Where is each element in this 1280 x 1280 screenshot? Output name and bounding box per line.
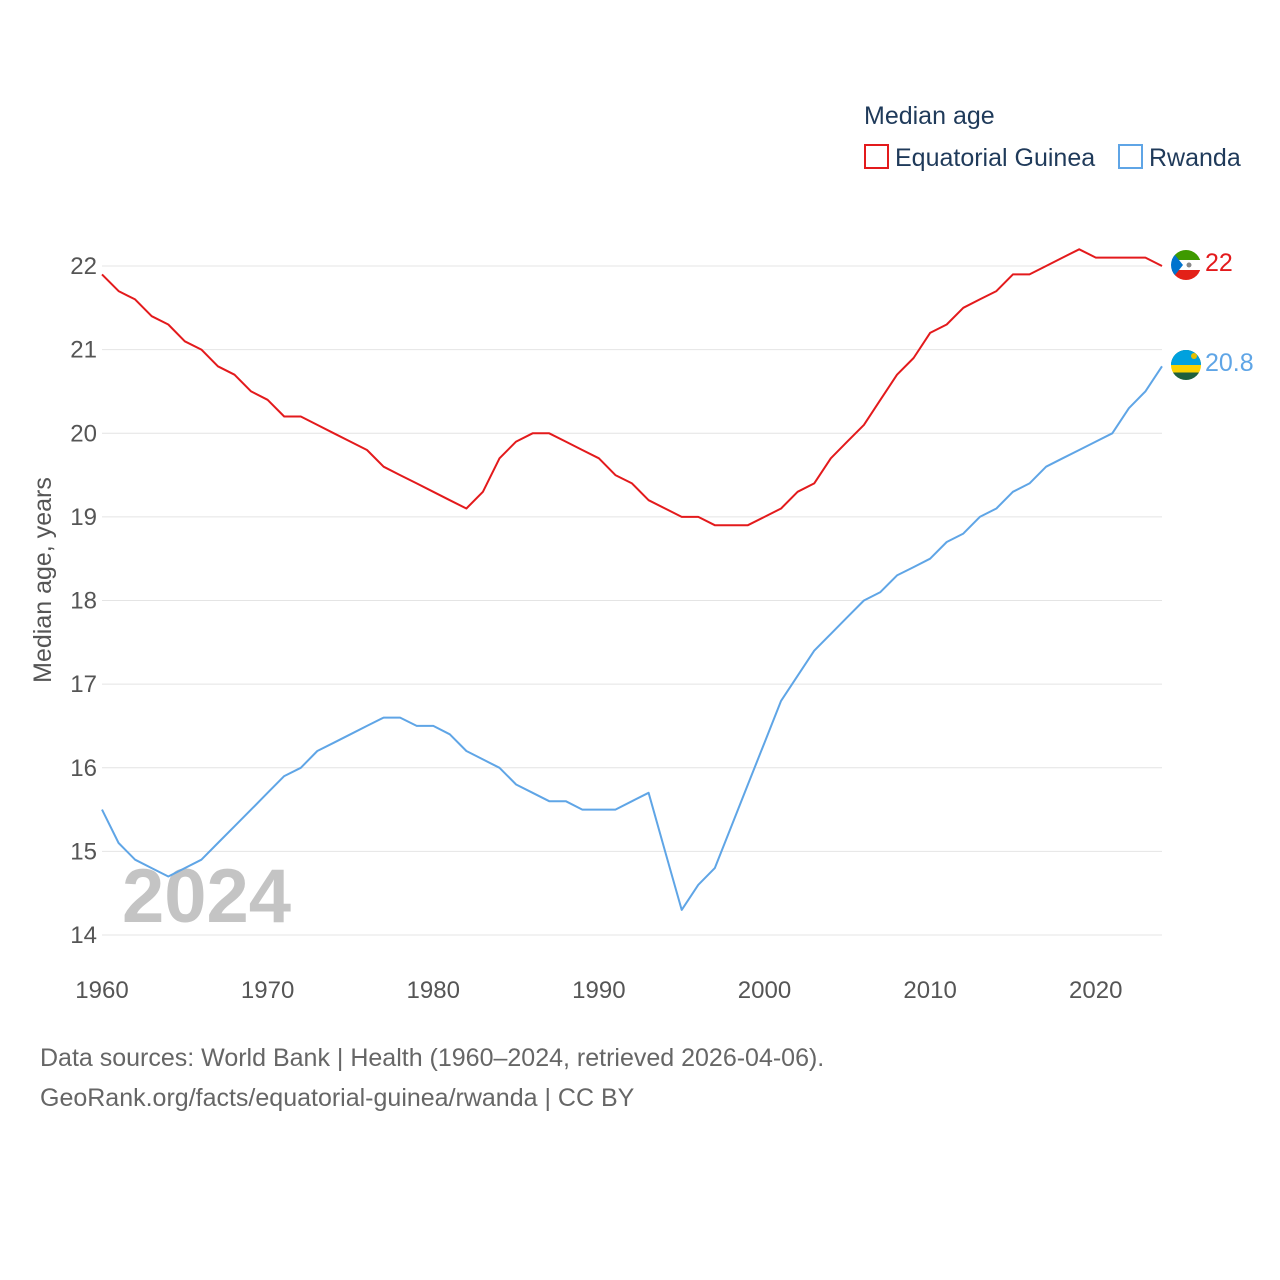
x-tick-label: 1980 xyxy=(407,977,460,1004)
legend-item-equatorial-guinea[interactable]: Equatorial Guinea xyxy=(864,144,1095,172)
y-tick-label: 17 xyxy=(70,671,97,698)
grid-lines xyxy=(102,265,1162,936)
x-tick-label: 1990 xyxy=(572,977,625,1004)
legend-label-rwanda: Rwanda xyxy=(1149,144,1241,172)
legend-swatch-equatorial-guinea xyxy=(864,144,889,169)
y-tick-label: 19 xyxy=(70,504,97,531)
y-tick-label: 14 xyxy=(70,922,97,949)
data-source-note: Data sources: World Bank | Health (1960–… xyxy=(40,1044,825,1072)
y-tick-label: 15 xyxy=(70,838,97,865)
x-tick-label: 2020 xyxy=(1069,977,1122,1004)
series-line-rwanda[interactable] xyxy=(101,365,1163,911)
x-axis-ticks: 1960 1970 1980 1990 2000 2010 2020 xyxy=(75,977,1122,1004)
equatorial-guinea-flag-icon xyxy=(1171,250,1201,280)
rwanda-flag-icon xyxy=(1171,350,1201,380)
legend-title: Median age xyxy=(864,102,995,130)
x-tick-label: 1960 xyxy=(75,977,128,1004)
y-tick-label: 20 xyxy=(70,420,97,447)
series-lines xyxy=(101,248,1163,911)
x-tick-label: 2000 xyxy=(738,977,791,1004)
end-label-equatorial-guinea: 22 xyxy=(1205,249,1233,277)
legend-item-rwanda[interactable]: Rwanda xyxy=(1118,144,1241,172)
x-tick-label: 2010 xyxy=(903,977,956,1004)
end-label-rwanda: 20.8 xyxy=(1205,349,1254,377)
series-line-equatorial-guinea[interactable] xyxy=(101,248,1163,527)
y-axis-title: Median age, years xyxy=(29,477,57,683)
y-axis-ticks: 14 15 16 17 18 19 20 21 22 xyxy=(70,253,97,949)
credit-link[interactable]: GeoRank.org/facts/equatorial-guinea/rwan… xyxy=(40,1084,635,1112)
y-tick-label: 22 xyxy=(70,253,97,280)
y-tick-label: 18 xyxy=(70,588,97,615)
legend-label-equatorial-guinea: Equatorial Guinea xyxy=(895,144,1095,172)
y-tick-label: 16 xyxy=(70,755,97,782)
x-tick-label: 1970 xyxy=(241,977,294,1004)
legend-swatch-rwanda xyxy=(1118,144,1143,169)
y-tick-label: 21 xyxy=(70,337,97,364)
legend: Median age Equatorial Guinea Rwanda xyxy=(864,102,1241,172)
